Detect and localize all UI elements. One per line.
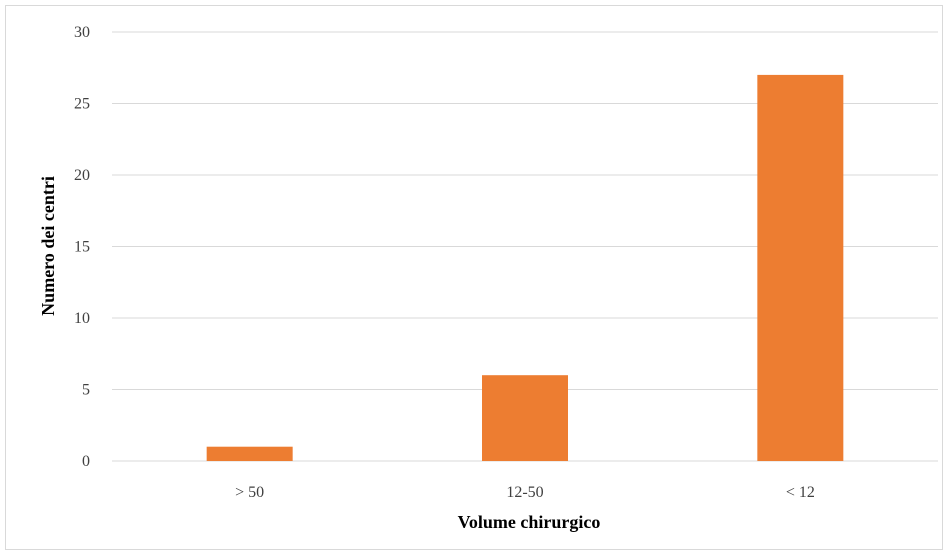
x-tick-label: < 12 xyxy=(786,484,815,501)
bar xyxy=(206,446,293,461)
x-tick-label: > 50 xyxy=(235,484,264,501)
y-axis-title: Numero dei centri xyxy=(38,176,58,316)
bar xyxy=(482,375,568,461)
x-tick-label: 12-50 xyxy=(506,484,543,501)
y-tick-label: 20 xyxy=(74,167,90,184)
y-tick-label: 10 xyxy=(74,310,90,327)
y-tick-label: 0 xyxy=(82,453,90,470)
y-tick-label: 15 xyxy=(74,239,90,256)
y-tick-label: 30 xyxy=(74,24,90,41)
y-tick-label: 25 xyxy=(74,96,90,113)
bars xyxy=(206,74,844,462)
bar xyxy=(757,74,844,462)
x-axis-ticks: > 50 12-50 < 12 xyxy=(235,484,815,501)
y-axis-ticks: 0 5 10 15 20 25 30 xyxy=(74,24,90,470)
y-tick-label: 5 xyxy=(82,382,90,399)
x-axis-title: Volume chirurgico xyxy=(458,512,601,532)
